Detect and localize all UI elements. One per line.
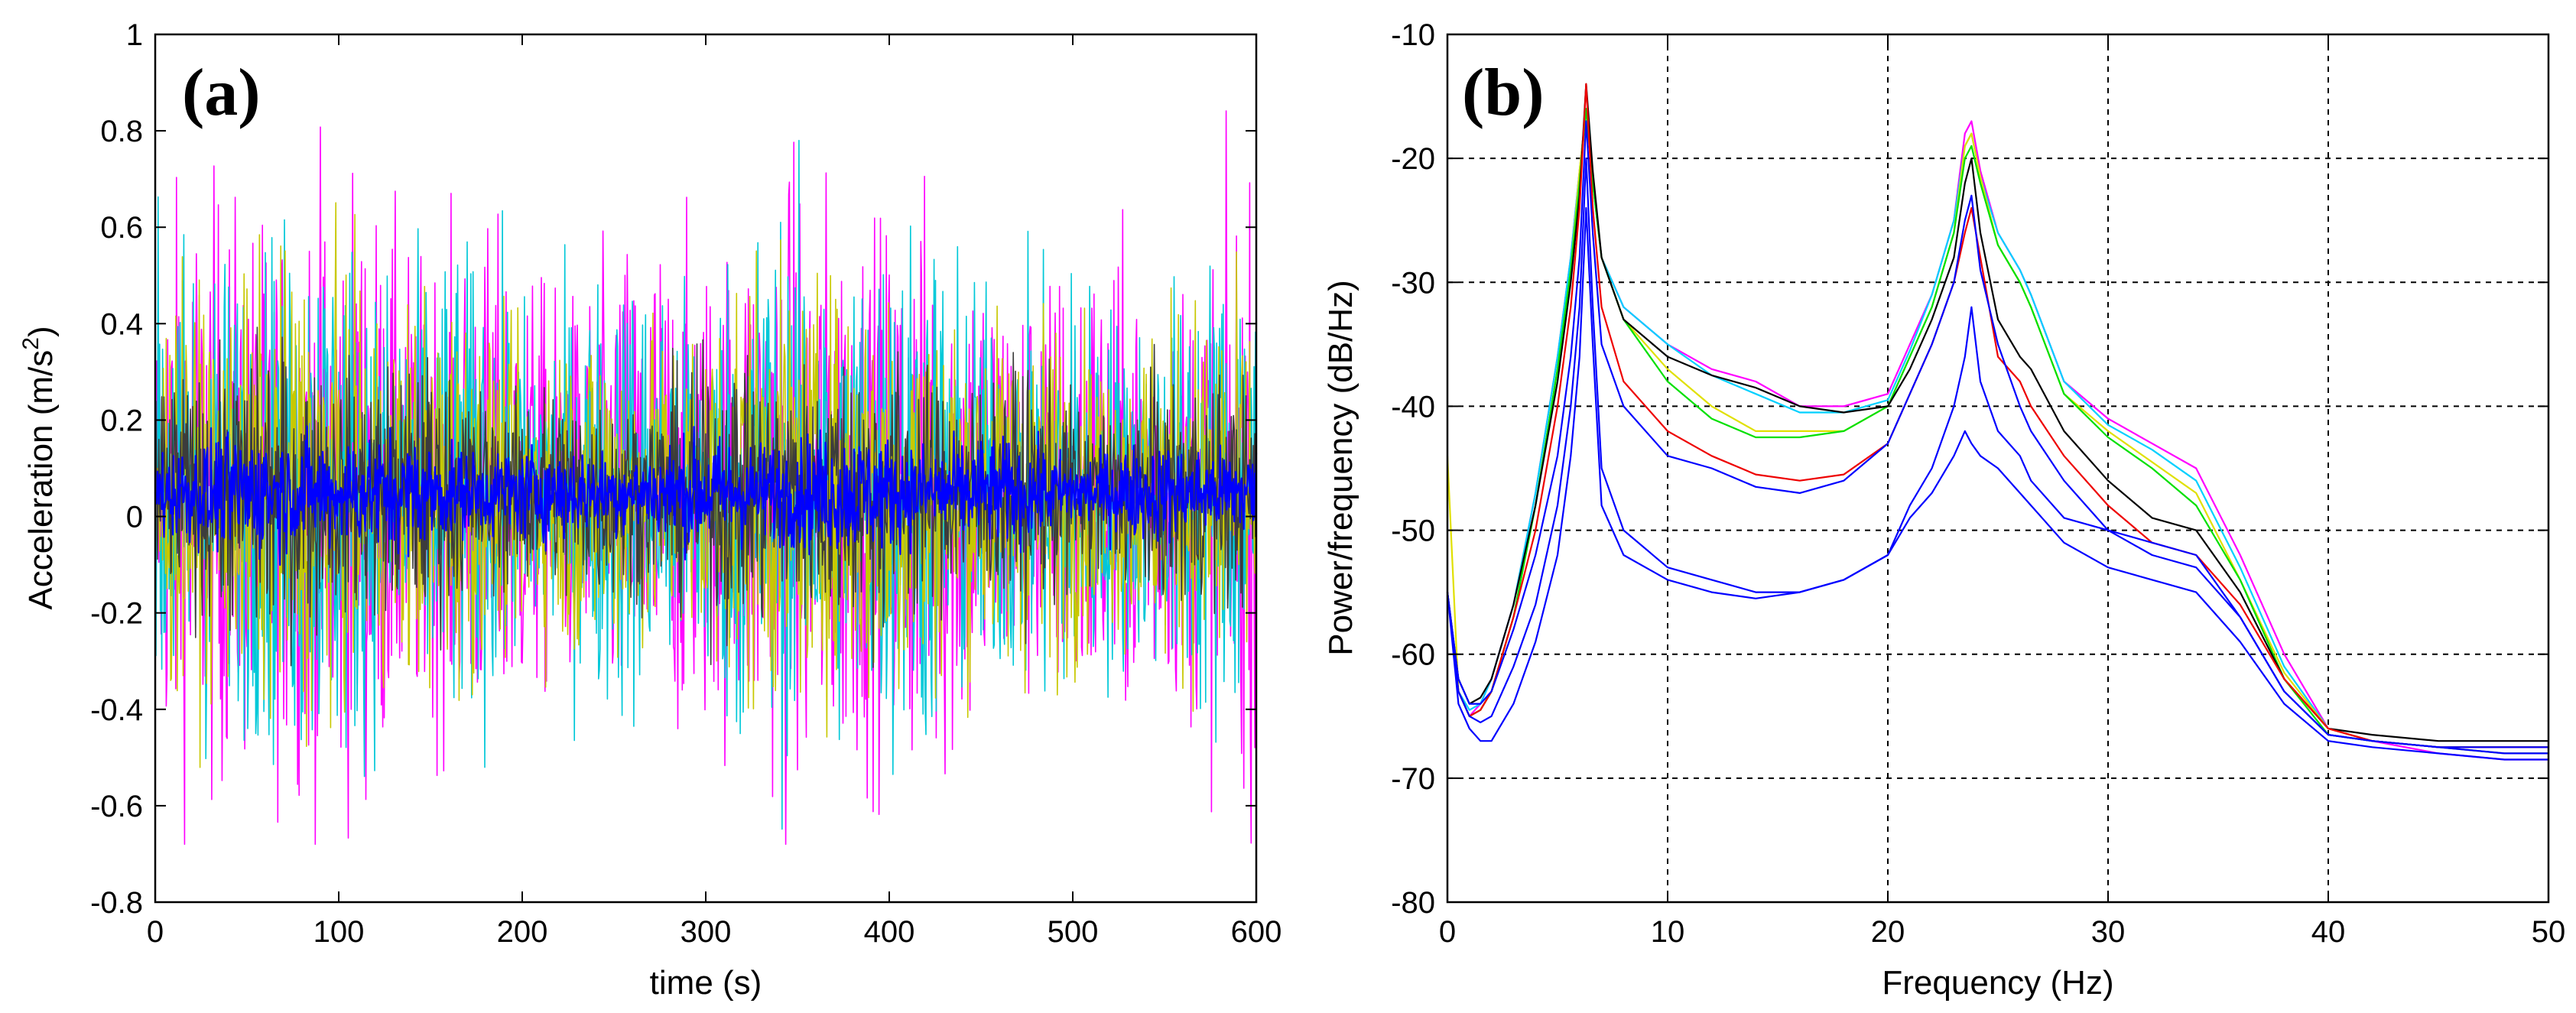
panel-b-ytick-label: -60 (1391, 638, 1435, 672)
panel-b-xtick-label: 10 (1651, 915, 1685, 949)
panel-a-xtick-label: 200 (497, 915, 548, 949)
panel-a-series-sensor-yellow (154, 202, 1257, 768)
panel-a-ticks: 0 100 200 300 400 500 600 -0.8 -0.6 -0.4 -0.2 0 0.2 0… (90, 18, 1282, 949)
panel-b-xtick-label: 30 (2091, 915, 2126, 949)
panel-a-ylabel: Acceleration (m/s2) (18, 326, 60, 609)
panel-a-xtick-label: 0 (147, 915, 164, 949)
panel-a-time-history: 0 100 200 300 400 500 600 -0.8 -0.6 -0.4 -0.2 0 0.2 0… (18, 18, 1282, 1002)
panel-b-series-blue-1 (1446, 120, 2548, 748)
panel-a-ytick-label: 0 (126, 501, 143, 534)
panel-b-ytick-label: -50 (1391, 515, 1435, 548)
panel-b-plot-area (1446, 83, 2548, 761)
panel-b-ytick-label: -80 (1391, 886, 1435, 920)
panel-a-xtick-label: 400 (864, 915, 915, 949)
panel-a-xtick-label: 100 (313, 915, 365, 949)
panel-b-series-blue-3 (1446, 206, 2548, 761)
panel-b-series-green (1446, 108, 2548, 748)
panel-a-ytick-label: -0.8 (90, 886, 143, 920)
panel-a-ytick-label: -0.2 (90, 597, 143, 631)
panel-a-ytick-label: -0.4 (90, 693, 143, 727)
panel-b-series-magenta (1446, 108, 2548, 761)
panel-a-ytick-label: 0.2 (100, 404, 143, 437)
panel-b-tag: (b) (1462, 56, 1545, 130)
panel-a-xlabel: time (s) (650, 964, 762, 1002)
panel-b-ytick-label: -10 (1391, 18, 1435, 52)
panel-b-xtick-label: 20 (1871, 915, 1905, 949)
panel-b-psd: 0 10 20 30 40 50-80-70-60-50-40-30-20-10 (b) … (1322, 18, 2565, 1002)
panel-a-tag: (a) (182, 56, 261, 130)
panel-a-ylabel-end: ) (22, 326, 60, 337)
panel-b-series-cyan (1446, 108, 2548, 755)
panel-b-series-black (1446, 83, 2548, 742)
panel-b-series-red (1446, 83, 2548, 748)
panel-a-ytick-label: 0.4 (100, 307, 143, 341)
panel-b-ticks: 0 10 20 30 40 50 -80 -70 -60 -50 -40 -30 -20 -10 (1391, 18, 2565, 949)
panel-b-ylabel: Power/frequency (dB/Hz) (1322, 280, 1359, 656)
panel-b-ytick-label: -20 (1391, 142, 1435, 176)
panel-a-ytick-label: 0.6 (100, 211, 143, 245)
panel-a-ytick-label: 0.8 (100, 115, 143, 148)
panel-b-ytick-label: -30 (1391, 266, 1435, 300)
panel-b-frame (1446, 33, 2550, 904)
panel-b-ytick-label: -70 (1391, 762, 1435, 796)
panel-a-plot-area (154, 110, 1258, 846)
panel-b-xtick-label: 50 (2532, 915, 2566, 949)
panel-a-ytick-label: 1 (126, 18, 143, 52)
panel-a-ylabel-sup: 2 (18, 337, 44, 350)
panel-b-grid (1447, 34, 2548, 902)
panel-a-xtick-label: 500 (1048, 915, 1099, 949)
panel-b-series-blue-2 (1446, 157, 2548, 755)
panel-b-ytick-label: -40 (1391, 390, 1435, 424)
panel-a-ytick-label: -0.6 (90, 790, 143, 823)
panel-a-xtick-label: 300 (681, 915, 732, 949)
panel-a-ylabel-text: Acceleration (m/s (22, 350, 60, 610)
panel-a-xtick-label: 600 (1231, 915, 1282, 949)
panel-b-xtick-label: 0 (1439, 915, 1456, 949)
panel-b-xtick-label: 40 (2311, 915, 2346, 949)
panel-a-series-sensor-blue (154, 425, 1258, 567)
panel-b-xlabel: Frequency (Hz) (1882, 964, 2113, 1002)
